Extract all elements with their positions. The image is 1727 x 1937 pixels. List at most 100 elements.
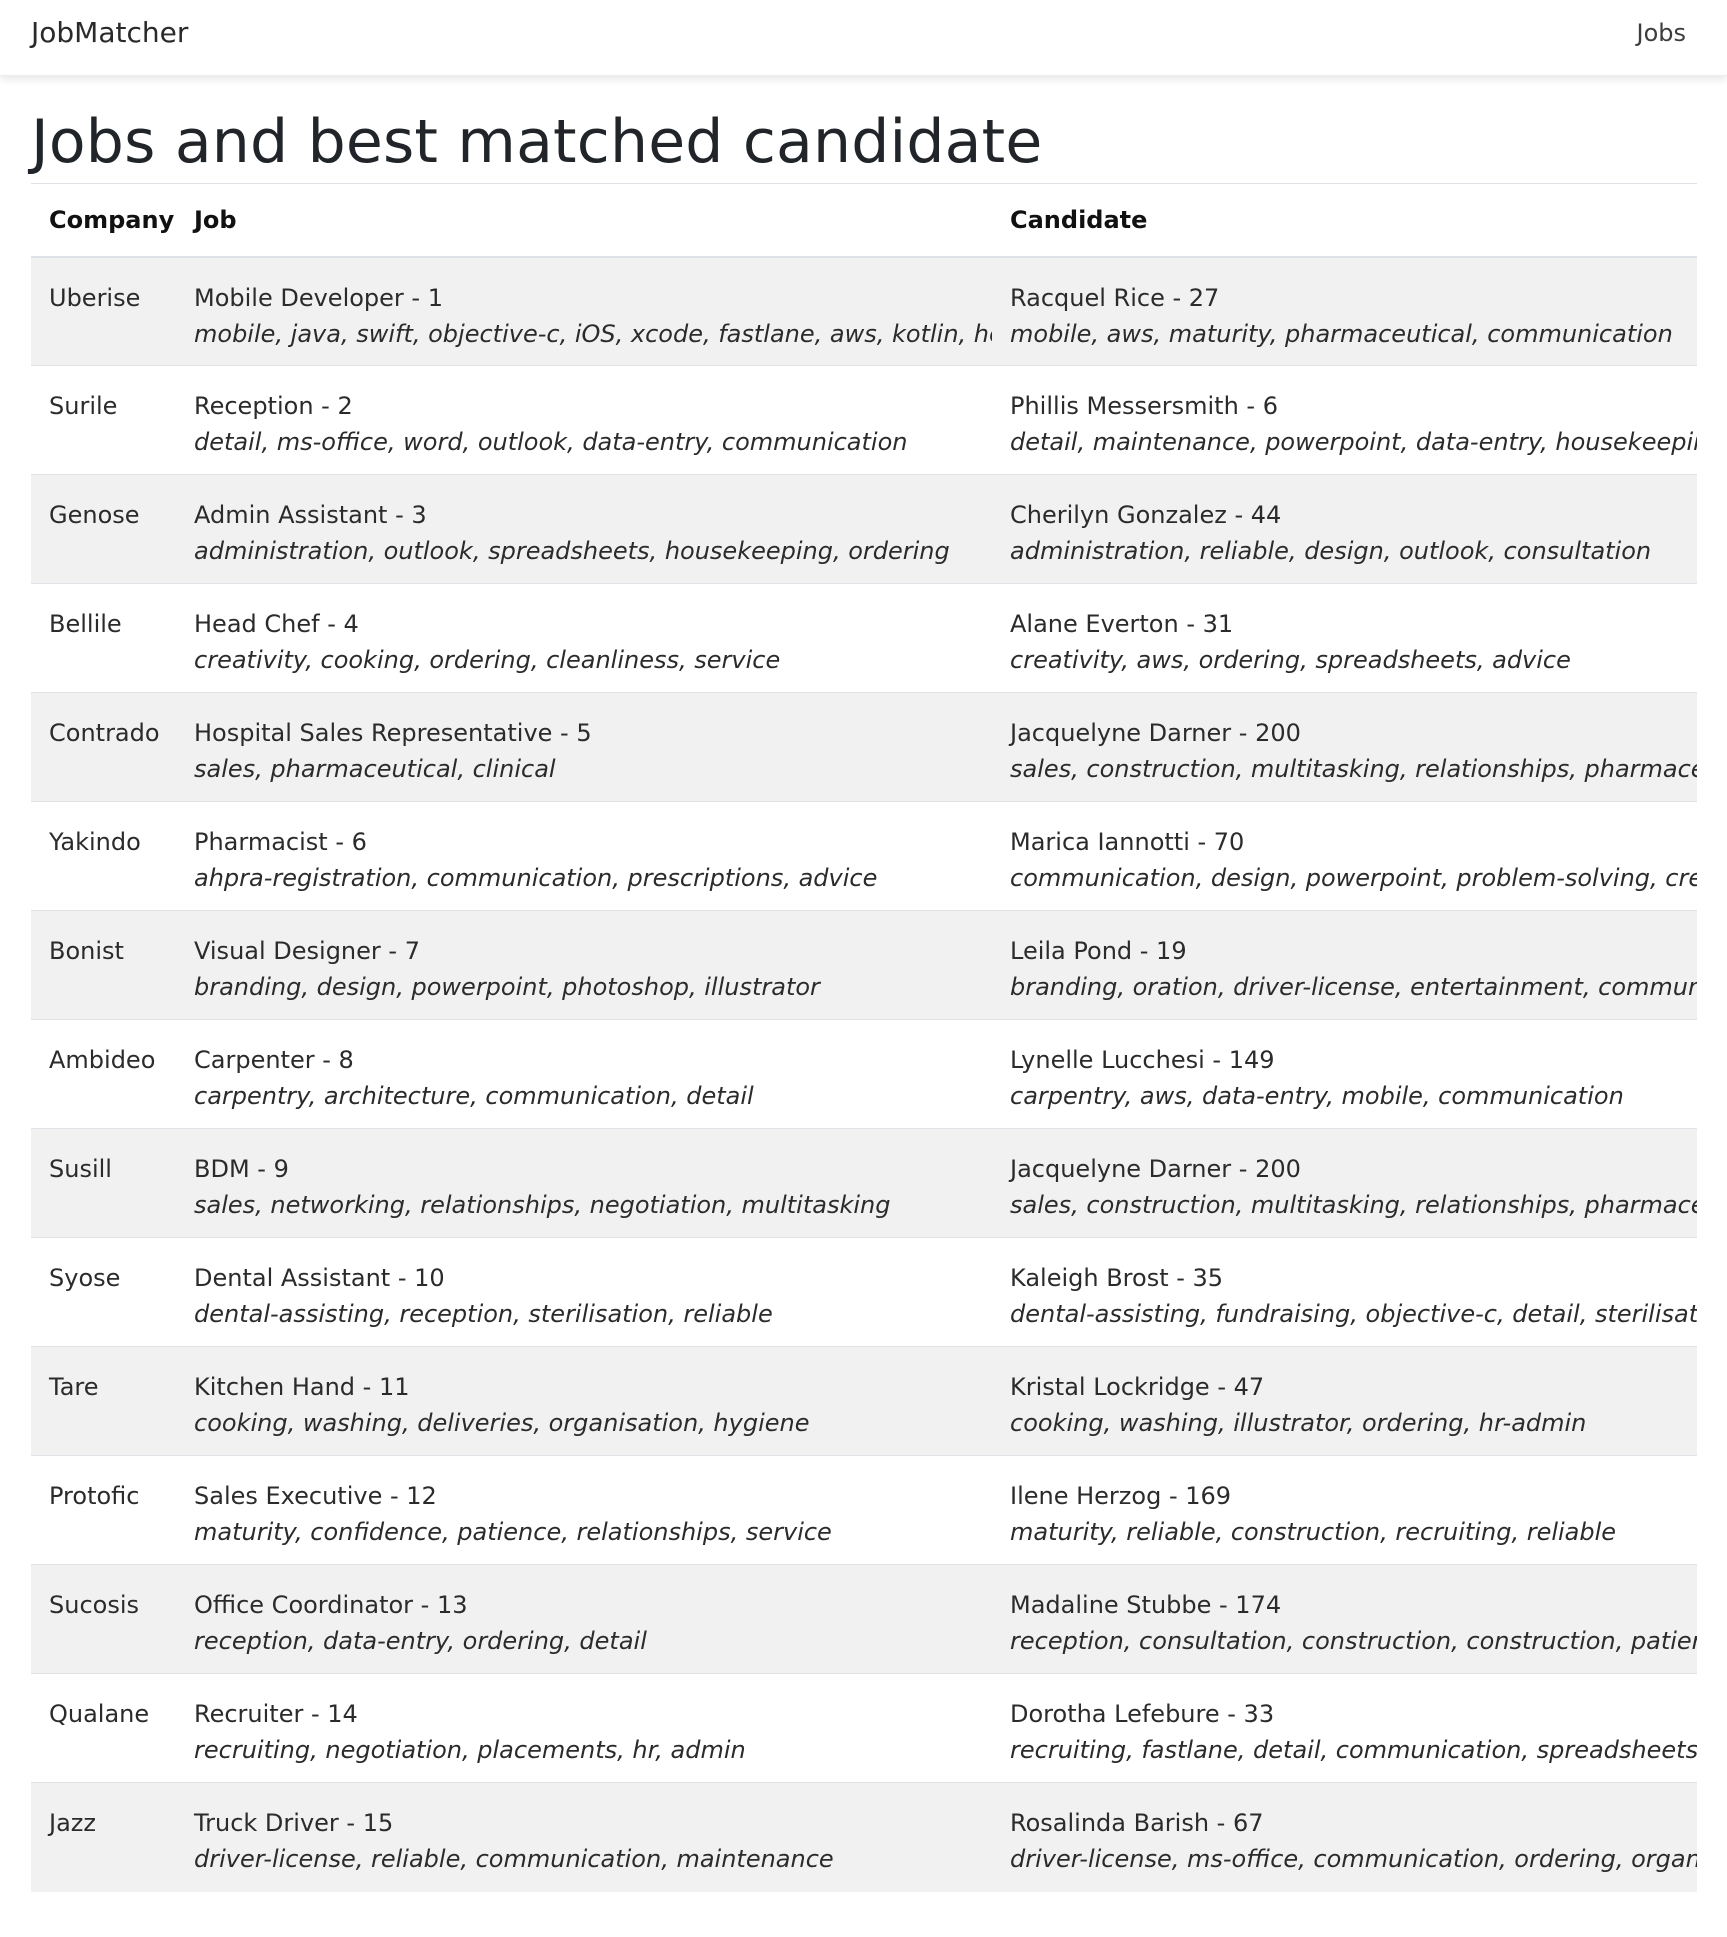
job-cell: Hospital Sales Representative - 5 sales, … — [176, 692, 992, 802]
job-title: Kitchen Hand - 11 — [194, 1373, 410, 1401]
candidate-skills: recruiting, fastlane, detail, communicat… — [1010, 1736, 1697, 1764]
candidate-skills: maturity, reliable, construction, recrui… — [1010, 1518, 1617, 1546]
job-title: Recruiter - 14 — [194, 1700, 358, 1728]
company-cell: Susill — [31, 1128, 176, 1238]
candidate-skills: sales, construction, multitasking, relat… — [1010, 1191, 1697, 1219]
table-row: Uberise Mobile Developer - 1 mobile, java,… — [31, 256, 1697, 366]
company-cell: Ambideo — [31, 1019, 176, 1129]
table-row: Ambideo Carpenter - 8 carpentry, architect… — [31, 1019, 1697, 1129]
candidate-name: Kaleigh Brost - 35 — [1010, 1264, 1224, 1292]
table-row: Tare Kitchen Hand - 11 cooking, washing, d… — [31, 1346, 1697, 1456]
job-cell: Visual Designer - 7 branding, design, pow… — [176, 910, 992, 1020]
candidate-cell: Rosalinda Barish - 67 driver-license, ms-… — [992, 1782, 1697, 1892]
job-title: Pharmacist - 6 — [194, 828, 367, 856]
candidate-cell: Dorotha Lefebure - 33 recruiting, fastlan… — [992, 1673, 1697, 1783]
table-row: Surile Reception - 2 detail, ms-office, wo… — [31, 365, 1697, 475]
candidate-cell: Racquel Rice - 27 mobile, aws, maturity, … — [992, 256, 1697, 366]
job-title: Sales Executive - 12 — [194, 1482, 437, 1510]
company-cell: Sucosis — [31, 1564, 176, 1674]
candidate-skills: reception, consultation, construction, c… — [1010, 1627, 1697, 1655]
candidate-name: Leila Pond - 19 — [1010, 937, 1187, 965]
table-row: Contrado Hospital Sales Representative - … — [31, 692, 1697, 802]
company-cell: Tare — [31, 1346, 176, 1456]
candidate-cell: Lynelle Lucchesi - 149 carpentry, aws, da… — [992, 1019, 1697, 1129]
candidate-name: Jacquelyne Darner - 200 — [1010, 719, 1301, 747]
job-skills: maturity, confidence, patience, relation… — [194, 1518, 832, 1546]
jobs-table: Company Job Candidate Uberise Mobile Deve… — [31, 183, 1697, 1892]
candidate-skills: creativity, aws, ordering, spreadsheets,… — [1010, 646, 1571, 674]
job-title: Visual Designer - 7 — [194, 937, 420, 965]
candidate-skills: dental-assisting, fundraising, objective… — [1010, 1300, 1697, 1328]
candidate-cell: Ilene Herzog - 169 maturity, reliable, co… — [992, 1455, 1697, 1565]
company-cell: Genose — [31, 474, 176, 584]
job-cell: Recruiter - 14 recruiting, negotiation, p… — [176, 1673, 992, 1783]
job-title: Carpenter - 8 — [194, 1046, 354, 1074]
table-row: Bellile Head Chef - 4 creativity, cooking,… — [31, 583, 1697, 693]
job-title: Head Chef - 4 — [194, 610, 359, 638]
job-skills: detail, ms-office, word, outlook, data-e… — [194, 428, 908, 456]
table-body: Uberise Mobile Developer - 1 mobile, java,… — [31, 256, 1697, 1892]
table-row: Syose Dental Assistant - 10 dental-assisti… — [31, 1237, 1697, 1347]
job-skills: recruiting, negotiation, placements, hr,… — [194, 1736, 746, 1764]
table-row: Genose Admin Assistant - 3 administration,… — [31, 474, 1697, 584]
company-cell: Qualane — [31, 1673, 176, 1783]
company-cell: Syose — [31, 1237, 176, 1347]
navbar: JobMatcher Jobs — [0, 0, 1727, 76]
job-cell: Head Chef - 4 creativity, cooking, orderi… — [176, 583, 992, 693]
company-cell: Bonist — [31, 910, 176, 1020]
job-skills: dental-assisting, reception, sterilisati… — [194, 1300, 773, 1328]
job-title: Truck Driver - 15 — [194, 1809, 394, 1837]
table-row: Susill BDM - 9 sales, networking, relation… — [31, 1128, 1697, 1238]
candidate-skills: cooking, washing, illustrator, ordering,… — [1010, 1409, 1587, 1437]
table-header: Company Job Candidate — [31, 183, 1697, 258]
job-title: Hospital Sales Representative - 5 — [194, 719, 592, 747]
candidate-skills: communication, design, powerpoint, probl… — [1010, 864, 1697, 892]
job-title: Mobile Developer - 1 — [194, 283, 443, 312]
job-skills: reception, data-entry, ordering, detail — [194, 1627, 647, 1655]
header-job: Job — [176, 183, 992, 258]
job-cell: BDM - 9 sales, networking, relationships,… — [176, 1128, 992, 1238]
candidate-name: Cherilyn Gonzalez - 44 — [1010, 501, 1282, 529]
job-skills: cooking, washing, deliveries, organisati… — [194, 1409, 810, 1437]
candidate-cell: Kristal Lockridge - 47 cooking, washing, … — [992, 1346, 1697, 1456]
nav-link-jobs[interactable]: Jobs — [1636, 19, 1687, 47]
candidate-name: Lynelle Lucchesi - 149 — [1010, 1046, 1275, 1074]
job-skills: administration, outlook, spreadsheets, h… — [194, 537, 950, 565]
candidate-skills: branding, oration, driver-license, enter… — [1010, 973, 1697, 1001]
job-skills: creativity, cooking, ordering, cleanline… — [194, 646, 781, 674]
job-title: BDM - 9 — [194, 1155, 289, 1183]
candidate-skills: administration, reliable, design, outloo… — [1010, 537, 1652, 565]
candidate-cell: Kaleigh Brost - 35 dental-assisting, fund… — [992, 1237, 1697, 1347]
job-title: Office Coordinator - 13 — [194, 1591, 468, 1619]
table-row: Bonist Visual Designer - 7 branding, desig… — [31, 910, 1697, 1020]
candidate-skills: sales, construction, multitasking, relat… — [1010, 755, 1697, 783]
job-skills: sales, pharmaceutical, clinical — [194, 755, 556, 783]
job-cell: Mobile Developer - 1 mobile, java, swift,… — [176, 256, 992, 366]
table-row: Yakindo Pharmacist - 6 ahpra-registration,… — [31, 801, 1697, 911]
company-cell: Yakindo — [31, 801, 176, 911]
job-cell: Kitchen Hand - 11 cooking, washing, deliv… — [176, 1346, 992, 1456]
candidate-name: Alane Everton - 31 — [1010, 610, 1234, 638]
candidate-cell: Jacquelyne Darner - 200 sales, constructi… — [992, 1128, 1697, 1238]
candidate-skills: mobile, aws, maturity, pharmaceutical, c… — [1010, 319, 1673, 348]
candidate-skills: detail, maintenance, powerpoint, data-en… — [1010, 428, 1697, 456]
candidate-name: Dorotha Lefebure - 33 — [1010, 1700, 1275, 1728]
job-title: Dental Assistant - 10 — [194, 1264, 445, 1292]
table-row: Protofic Sales Executive - 12 maturity, co… — [31, 1455, 1697, 1565]
company-cell: Surile — [31, 365, 176, 475]
candidate-name: Rosalinda Barish - 67 — [1010, 1809, 1264, 1837]
job-cell: Dental Assistant - 10 dental-assisting, r… — [176, 1237, 992, 1347]
table-row: Jazz Truck Driver - 15 driver-license, rel… — [31, 1782, 1697, 1892]
job-cell: Carpenter - 8 carpentry, architecture, co… — [176, 1019, 992, 1129]
candidate-cell: Phillis Messersmith - 6 detail, maintenan… — [992, 365, 1697, 475]
candidate-skills: driver-license, ms-office, communication… — [1010, 1845, 1697, 1873]
candidate-cell: Cherilyn Gonzalez - 44 administration, re… — [992, 474, 1697, 584]
brand-link[interactable]: JobMatcher — [31, 16, 189, 49]
candidate-name: Ilene Herzog - 169 — [1010, 1482, 1232, 1510]
header-row: Company Job Candidate — [31, 183, 1697, 258]
job-skills: ahpra-registration, communication, presc… — [194, 864, 878, 892]
company-cell: Bellile — [31, 583, 176, 693]
company-cell: Jazz — [31, 1782, 176, 1892]
candidate-name: Racquel Rice - 27 — [1010, 283, 1220, 312]
page-title: Jobs and best matched candidate — [31, 107, 1043, 177]
